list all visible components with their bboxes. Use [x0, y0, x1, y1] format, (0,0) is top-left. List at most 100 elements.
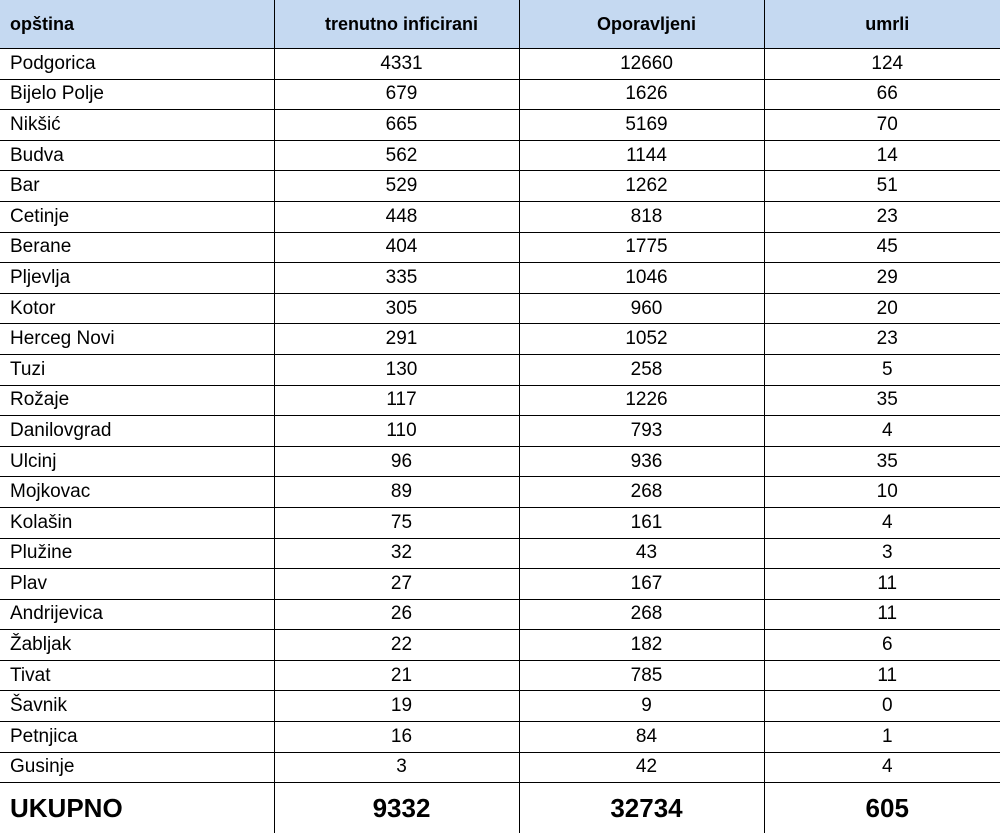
table-row: Andrijevica 26 268 11	[0, 599, 1000, 631]
count-cell: 16	[273, 721, 520, 753]
municipality: Andrijevica	[0, 599, 275, 631]
count-cell: 11	[763, 599, 1000, 631]
count-cell: 0	[763, 690, 1000, 723]
count-cell: 1262	[518, 170, 765, 202]
count-cell: 291	[273, 323, 520, 355]
municipality: Plužine	[0, 538, 275, 570]
count-cell: 936	[518, 446, 765, 478]
column-header: Oporavljeni	[518, 0, 765, 49]
count-cell: 665	[273, 109, 520, 141]
count-cell: 11	[763, 660, 1000, 692]
count-cell: 268	[518, 599, 765, 631]
table-row: Herceg Novi 291 1052 23	[0, 323, 1000, 355]
table-row: Šavnik 19 9 0	[0, 690, 1000, 723]
total-row: UKUPNO 9332 32734 605	[0, 782, 1000, 834]
table-row: Berane 404 1775 45	[0, 232, 1000, 264]
count-cell: 12660	[518, 48, 765, 80]
table-row: Ulcinj 96 936 35	[0, 446, 1000, 478]
count-cell: 305	[273, 293, 520, 325]
municipality: Kotor	[0, 293, 275, 325]
count-cell: 1	[763, 721, 1000, 753]
count-cell: 1052	[518, 323, 765, 355]
municipality: Žabljak	[0, 629, 275, 661]
municipality: Pljevlja	[0, 262, 275, 294]
municipality: Bar	[0, 170, 275, 202]
table-body: Podgorica 4331 12660 124 Bijelo Polje 679 1626…	[0, 48, 1000, 834]
municipality: Herceg Novi	[0, 323, 275, 355]
count-cell: 4331	[273, 48, 520, 80]
table-row: Bar 529 1262 51	[0, 170, 1000, 202]
count-cell: 268	[518, 476, 765, 508]
table-row: Podgorica 4331 12660 124	[0, 48, 1000, 80]
municipality: Plav	[0, 568, 275, 600]
municipality: Podgorica	[0, 48, 275, 80]
count-cell: 84	[518, 721, 765, 753]
count-cell: 96	[273, 446, 520, 478]
count-cell: 11	[763, 568, 1000, 600]
count-cell: 89	[273, 476, 520, 508]
count-cell: 562	[273, 140, 520, 172]
municipality: Danilovgrad	[0, 415, 275, 447]
municipality: Ulcinj	[0, 446, 275, 478]
table-row: Plužine 32 43 3	[0, 538, 1000, 570]
count-cell: 258	[518, 354, 765, 386]
count-cell: 10	[763, 476, 1000, 508]
municipality: Rožaje	[0, 385, 275, 417]
count-cell: 20	[763, 293, 1000, 325]
municipality: Tivat	[0, 660, 275, 692]
count-cell: 32	[273, 538, 520, 570]
count-cell: 4	[763, 752, 1000, 784]
count-cell: 167	[518, 568, 765, 600]
table-row: Pljevlja 335 1046 29	[0, 262, 1000, 294]
municipality: Nikšić	[0, 109, 275, 141]
total-cell: 605	[763, 782, 1000, 834]
count-cell: 3	[763, 538, 1000, 570]
count-cell: 19	[273, 690, 520, 723]
table-row: Plav 27 167 11	[0, 568, 1000, 600]
municipality: Petnjica	[0, 721, 275, 753]
table-row: Danilovgrad 110 793 4	[0, 415, 1000, 447]
count-cell: 14	[763, 140, 1000, 172]
count-cell: 110	[273, 415, 520, 447]
count-cell: 130	[273, 354, 520, 386]
count-cell: 43	[518, 538, 765, 570]
count-cell: 51	[763, 170, 1000, 202]
count-cell: 35	[763, 385, 1000, 417]
count-cell: 5	[763, 354, 1000, 386]
count-cell: 29	[763, 262, 1000, 294]
count-cell: 1626	[518, 79, 765, 111]
header-row: opština trenutno inficirani Oporavljeni umr…	[0, 0, 1000, 49]
count-cell: 75	[273, 507, 520, 539]
count-cell: 4	[763, 507, 1000, 539]
municipality: Tuzi	[0, 354, 275, 386]
table-row: Tuzi 130 258 5	[0, 354, 1000, 386]
municipality: Cetinje	[0, 201, 275, 233]
municipality: Mojkovac	[0, 476, 275, 508]
count-cell: 1775	[518, 232, 765, 264]
total-cell: 32734	[518, 782, 765, 834]
municipality: Budva	[0, 140, 275, 172]
total-cell: 9332	[273, 782, 520, 834]
count-cell: 124	[763, 48, 1000, 80]
count-cell: 23	[763, 201, 1000, 233]
count-cell: 5169	[518, 109, 765, 141]
count-cell: 1226	[518, 385, 765, 417]
count-cell: 42	[518, 752, 765, 784]
count-cell: 161	[518, 507, 765, 539]
municipality: Berane	[0, 232, 275, 264]
count-cell: 182	[518, 629, 765, 661]
column-header: opština	[0, 0, 275, 49]
count-cell: 785	[518, 660, 765, 692]
count-cell: 22	[273, 629, 520, 661]
table-row: Mojkovac 89 268 10	[0, 476, 1000, 508]
municipality: Šavnik	[0, 690, 275, 723]
count-cell: 793	[518, 415, 765, 447]
table-row: Cetinje 448 818 23	[0, 201, 1000, 233]
count-cell: 448	[273, 201, 520, 233]
count-cell: 1144	[518, 140, 765, 172]
count-cell: 35	[763, 446, 1000, 478]
table-row: Nikšić 665 5169 70	[0, 109, 1000, 141]
table-row: Tivat 21 785 11	[0, 660, 1000, 692]
municipality: Gusinje	[0, 752, 275, 784]
